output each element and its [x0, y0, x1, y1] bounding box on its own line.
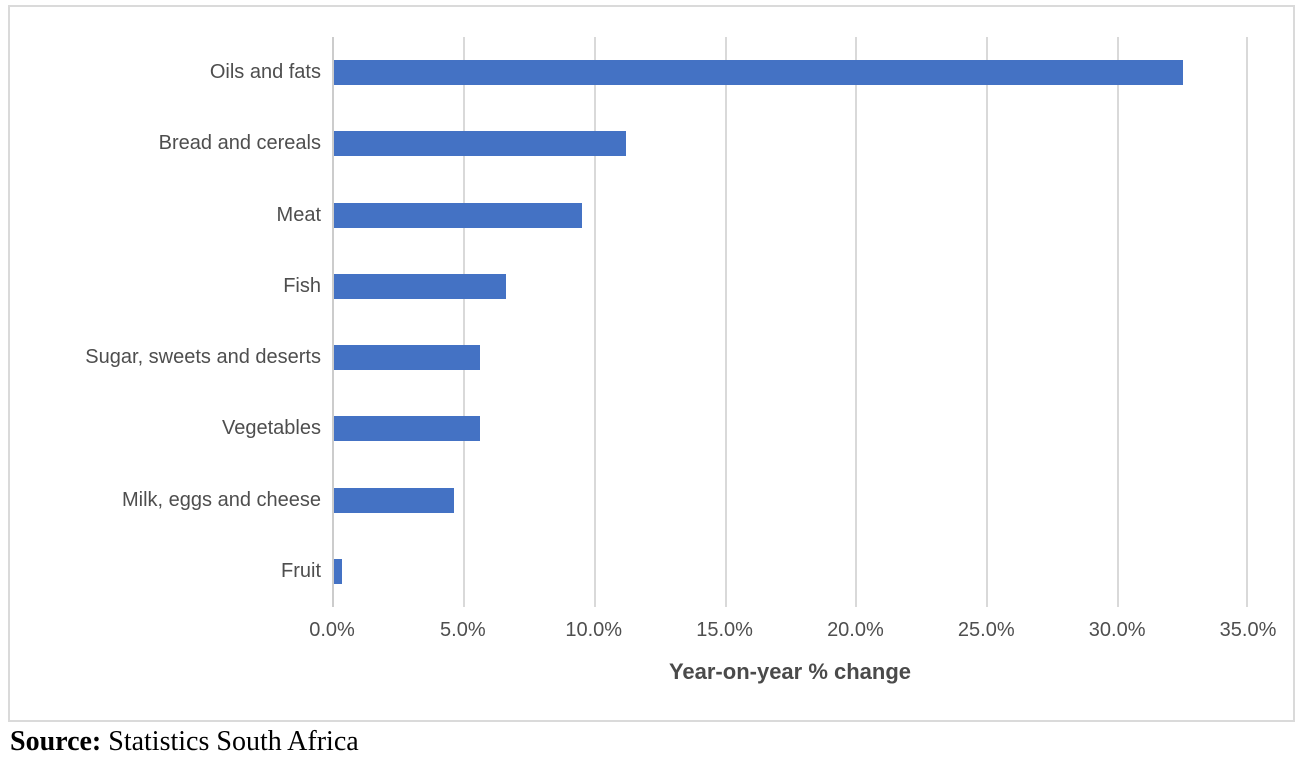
- value-gridline: [1117, 37, 1120, 607]
- source-note: Source: Statistics South Africa: [10, 726, 359, 758]
- value-gridline: [724, 37, 727, 607]
- value-gridline: [986, 37, 989, 607]
- category-label: Milk, eggs and cheese: [121, 488, 321, 511]
- category-axis-line: [332, 37, 334, 607]
- bar: [334, 487, 455, 513]
- x-axis-tick-label: 0.0%: [309, 619, 355, 641]
- value-gridline: [855, 37, 858, 607]
- bar: [334, 416, 481, 442]
- chart-frame: Oils and fats Bread and cereals Meat Fish Su…: [8, 5, 1295, 722]
- x-axis-tick-label: 5.0%: [440, 619, 486, 641]
- bar: [334, 345, 481, 371]
- value-gridline: [1246, 37, 1248, 607]
- x-axis-tick-label: 10.0%: [565, 619, 623, 641]
- category-axis-labels: Oils and fats Bread and cereals Meat Fish Su…: [10, 37, 321, 607]
- x-axis-tick-labels: 0.0% 5.0% 10.0% 15.0% 20.0% 25.0% 30.0% 35.0%: [309, 619, 1276, 649]
- plot-area: [332, 37, 1248, 607]
- category-label: Fish: [283, 274, 321, 297]
- x-axis-title: Year-on-year % change: [668, 659, 912, 684]
- category-label: Vegetables: [222, 417, 321, 440]
- source-label: Source:: [10, 726, 102, 757]
- bar: [334, 273, 507, 299]
- value-gridline: [462, 37, 465, 607]
- value-gridline: [593, 37, 596, 607]
- x-axis-tick-label: 20.0%: [827, 619, 884, 641]
- category-label: Bread and cereals: [158, 132, 321, 155]
- x-axis-tick-label: 30.0%: [1088, 619, 1146, 641]
- bar: [334, 131, 627, 157]
- category-label: Meat: [276, 203, 321, 226]
- x-axis-tick-label: 25.0%: [957, 619, 1015, 641]
- category-label: Oils and fats: [209, 61, 321, 84]
- bar: [334, 60, 1183, 86]
- bar: [334, 558, 342, 584]
- category-label: Fruit: [281, 559, 321, 582]
- category-label: Sugar, sweets and deserts: [85, 346, 321, 369]
- x-axis-tick-label: 15.0%: [696, 619, 753, 641]
- x-axis-tick-label: 35.0%: [1219, 619, 1277, 641]
- source-text: Statistics South Africa: [108, 726, 359, 757]
- bar: [334, 202, 583, 228]
